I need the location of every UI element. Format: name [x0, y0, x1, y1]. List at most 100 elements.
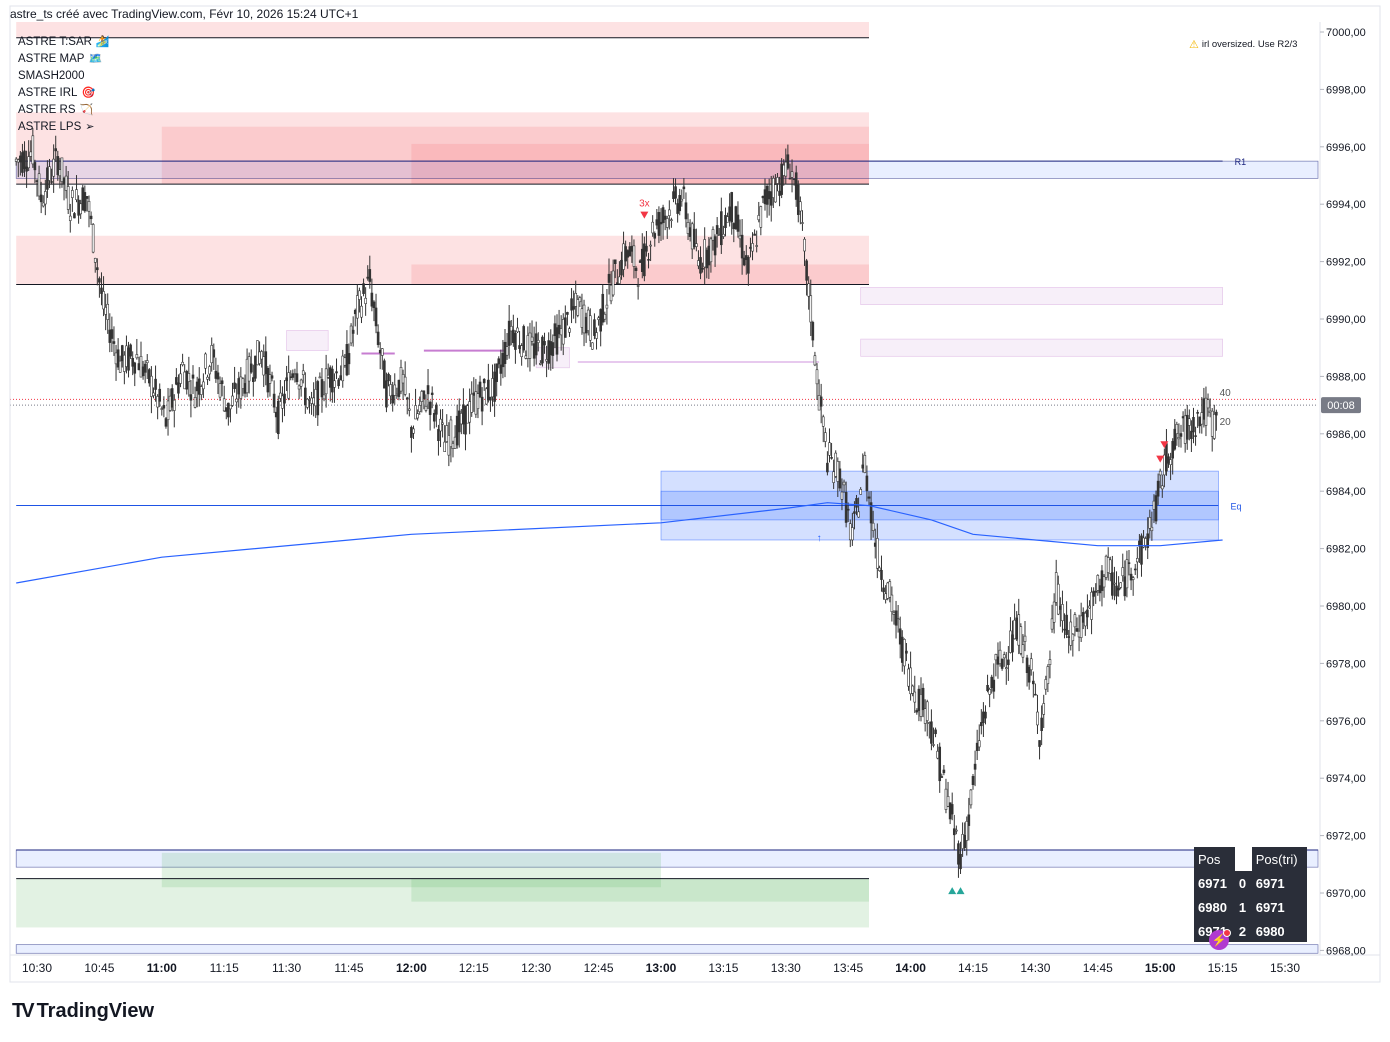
candle-body [807, 283, 810, 297]
candle-body [1015, 617, 1018, 640]
candle-body [183, 371, 186, 390]
candle-body [77, 199, 80, 216]
candle-body [1007, 659, 1010, 666]
indicator-astre-rs[interactable]: ASTRE RS 🏹 [18, 102, 110, 119]
candle-body [884, 593, 887, 600]
candle-body [462, 404, 465, 425]
candle-body [412, 428, 415, 434]
candle-body [1069, 621, 1073, 646]
candle-body [744, 255, 748, 261]
candle-body [443, 441, 446, 452]
candle-body [672, 191, 675, 199]
candle-body [428, 401, 432, 415]
candle-body [25, 166, 28, 172]
candle-body [19, 155, 22, 163]
candle-body [751, 243, 754, 252]
candle-body [405, 397, 409, 400]
candle-body [665, 218, 669, 228]
x-tick-label: 15:15 [1208, 961, 1238, 975]
candle-body [252, 377, 255, 383]
candle-body [507, 320, 511, 346]
candle-body [314, 389, 318, 407]
candle-body [1212, 414, 1216, 439]
candle-body [757, 215, 761, 221]
x-tick-label: 11:45 [334, 961, 363, 975]
candle-body [474, 391, 478, 415]
candle-body [489, 396, 492, 401]
candle-body [214, 370, 218, 379]
candle-body [445, 425, 449, 442]
candle-body [66, 186, 70, 210]
candle-body [266, 367, 270, 393]
candle-body [803, 238, 806, 252]
candle-body [909, 667, 912, 695]
candle-body [584, 316, 588, 334]
candle-body [632, 245, 636, 267]
candle-body [295, 373, 299, 383]
candle-body [484, 388, 488, 405]
sell-marker [1160, 441, 1169, 449]
candle-body [645, 245, 648, 252]
candle-body [324, 368, 328, 395]
candle-body [545, 359, 548, 362]
candle-body [663, 215, 667, 220]
indicator-astre-lps[interactable]: ASTRE LPS ➢ [18, 119, 110, 136]
candle-body [628, 246, 632, 257]
indicator-smash2000[interactable]: SMASH2000 [18, 68, 110, 85]
candle-body [1185, 414, 1189, 440]
candle-body [52, 158, 55, 177]
candle-body [855, 498, 858, 508]
warning-text: irl oversized. Use R2/3 [1201, 39, 1298, 50]
candle-body [811, 322, 815, 341]
candle-body [206, 376, 209, 380]
candle-body [127, 347, 130, 371]
candle-body [56, 156, 60, 175]
candle-body [848, 523, 852, 541]
candle-body [630, 245, 634, 252]
candle-body [312, 397, 315, 405]
candle-body [1206, 399, 1210, 409]
candle-body [1017, 614, 1021, 646]
candle-body [967, 814, 971, 826]
candle-body [878, 567, 881, 571]
table-cell: 6971 [1255, 899, 1285, 915]
blank-header [1234, 847, 1252, 871]
candle-body [509, 326, 513, 332]
candle-body [229, 404, 232, 410]
candle-body [536, 340, 540, 343]
candle-body [717, 234, 721, 236]
candle-body [626, 250, 630, 258]
candle-body [765, 185, 769, 205]
candle-body [898, 628, 902, 645]
candle-body [208, 366, 211, 375]
candle-body [676, 203, 679, 214]
indicator-astre-map[interactable]: ASTRE MAP 🗺️ [18, 51, 110, 68]
candle-body [1079, 615, 1083, 638]
candle-body [1038, 740, 1041, 747]
candle-body [387, 373, 390, 382]
table-cell: 2 [1238, 923, 1247, 939]
y-tick-label: 6976,00 [1326, 716, 1366, 728]
indicator-astre-irl[interactable]: ASTRE IRL 🎯 [18, 85, 110, 102]
table-cell: 6971 [1198, 875, 1227, 891]
tradingview-logo[interactable]: TV TradingView [12, 1000, 154, 1023]
candle-body [254, 355, 257, 379]
candle-body [453, 436, 457, 449]
candle-body [102, 291, 105, 310]
candle-body [769, 191, 773, 206]
candle-body [189, 394, 193, 401]
candle-body [1188, 418, 1191, 426]
candle-body [828, 442, 831, 456]
candle-body [982, 711, 985, 724]
candle-body [591, 342, 594, 350]
candle-body [166, 400, 170, 421]
candle-body [1117, 587, 1120, 591]
candle-body [235, 398, 238, 403]
candle-body [776, 177, 779, 184]
candle-body [85, 196, 89, 199]
candle-body [1192, 417, 1195, 433]
indicator-astre-tsar[interactable]: ASTRE T:SAR 🏄 [18, 34, 110, 51]
candle-body [890, 594, 894, 612]
candle-body [1023, 635, 1027, 642]
